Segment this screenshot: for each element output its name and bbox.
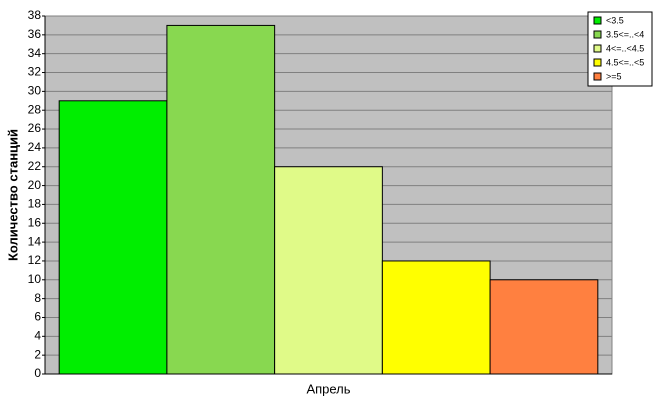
- y-tick-label: 6: [34, 310, 41, 324]
- y-tick-label: 24: [28, 140, 42, 154]
- y-tick-label: 12: [28, 253, 42, 267]
- y-tick-label: 14: [28, 234, 42, 248]
- bar: [166, 24, 276, 375]
- bar: [381, 260, 491, 375]
- y-tick-label: 32: [28, 65, 42, 79]
- legend: <3.5 3.5<=..<4 4<=..<4.5 4.5<=..<5 >=5: [587, 11, 653, 87]
- y-tick-label: 0: [34, 366, 41, 380]
- legend-label: 3.5<=..<4: [606, 29, 644, 39]
- legend-label: 4.5<=..<5: [606, 57, 644, 67]
- bars: [58, 24, 599, 375]
- legend-swatch: [593, 30, 602, 39]
- y-tick-label: 26: [28, 121, 42, 135]
- y-axis-title: Количество станций: [5, 129, 20, 261]
- x-tick-label: Апрель: [306, 381, 350, 396]
- y-tick-label: 30: [28, 84, 42, 98]
- y-tick-label: 20: [28, 178, 42, 192]
- y-tick-label: 36: [28, 27, 42, 41]
- y-tick-label: 34: [28, 46, 42, 60]
- y-tick-label: 10: [28, 272, 42, 286]
- y-tick-label: 38: [28, 8, 42, 22]
- y-tick-label: 8: [34, 291, 41, 305]
- legend-label: <3.5: [606, 15, 624, 25]
- legend-swatch: [593, 44, 602, 53]
- legend-label: 4<=..<4.5: [606, 43, 644, 53]
- bar: [58, 100, 168, 375]
- legend-label: >=5: [606, 71, 622, 81]
- y-tick-label: 22: [28, 159, 42, 173]
- legend-swatch: [593, 72, 602, 81]
- legend-swatch: [593, 16, 602, 25]
- y-tick-label: 4: [34, 328, 41, 342]
- y-tick-label: 2: [34, 347, 41, 361]
- y-tick-label: 16: [28, 215, 42, 229]
- y-tick-label: 28: [28, 102, 42, 116]
- bar: [489, 279, 599, 375]
- y-tick-label: 18: [28, 197, 42, 211]
- legend-swatch: [593, 58, 602, 67]
- bar: [274, 166, 383, 375]
